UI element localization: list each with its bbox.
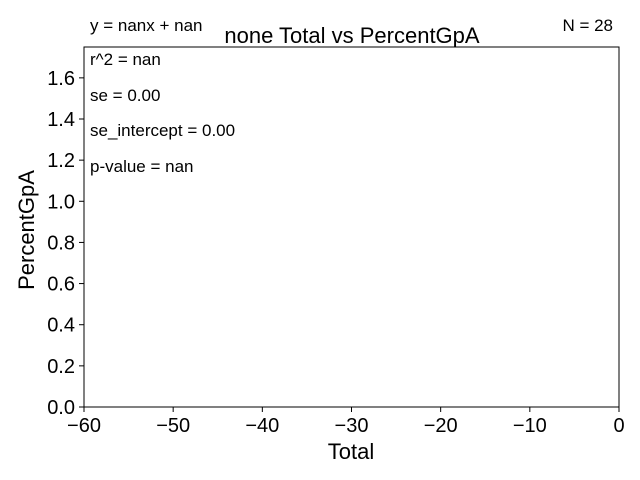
y-tick-label: 0.6 (47, 274, 75, 296)
x-tick-label: −10 (513, 415, 547, 437)
chart-title: none Total vs PercentGpA (224, 23, 480, 48)
y-axis-label: PercentGpA (14, 170, 39, 290)
p-value-stat: p-value = nan (90, 157, 194, 176)
standard-error-stat: se = 0.00 (90, 86, 160, 105)
x-tick-label: −50 (156, 415, 190, 437)
regression-equation: y = nanx + nan (90, 16, 202, 35)
y-tick-label: 0.4 (47, 315, 75, 337)
r-squared-stat: r^2 = nan (90, 50, 161, 69)
y-tick-label: 1.0 (47, 191, 75, 213)
x-tick-label: −60 (67, 415, 101, 437)
x-tick-label: −40 (245, 415, 279, 437)
x-tick-label: 0 (613, 415, 624, 437)
plot-frame (83, 46, 620, 408)
y-tick-label: 1.4 (47, 109, 75, 131)
y-tick-label: 0.8 (47, 232, 75, 254)
x-tick-label: −30 (335, 415, 369, 437)
y-tick-label: 1.2 (47, 150, 75, 172)
y-tick-label: 0.0 (47, 397, 75, 419)
axis-ticks: −60 −50 −40 −30 −20 −10 0 0.0 0.2 0.4 0.6 0.8 1.0 1.2… (47, 68, 624, 437)
x-axis-label: Total (328, 439, 374, 464)
sample-count: N = 28 (562, 16, 613, 35)
x-tick-label: −20 (424, 415, 458, 437)
intercept-standard-error-stat: se_intercept = 0.00 (90, 121, 235, 140)
y-tick-label: 0.2 (47, 356, 75, 378)
y-tick-label: 1.6 (47, 68, 75, 90)
